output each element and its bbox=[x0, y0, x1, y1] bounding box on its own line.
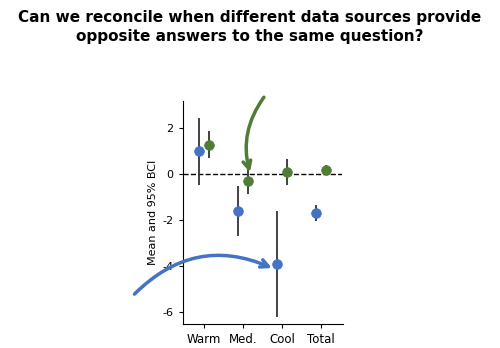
Text: Herbarium Data: Herbarium Data bbox=[365, 320, 485, 333]
Text: © Mason Heberling: © Mason Heberling bbox=[8, 270, 82, 279]
Y-axis label: Mean and 95% BCI: Mean and 95% BCI bbox=[148, 160, 158, 265]
Text: Can we reconcile when different data sources provide
opposite answers to the sam: Can we reconcile when different data sou… bbox=[18, 10, 481, 44]
Text: Community Science
Data: Community Science Data bbox=[2, 305, 148, 333]
